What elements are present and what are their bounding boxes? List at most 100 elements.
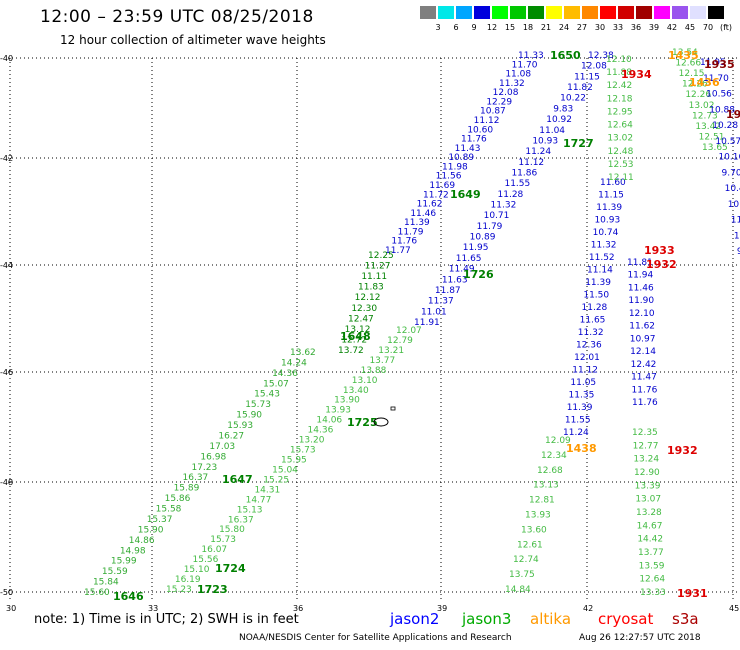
swh-value: 15.23	[166, 585, 192, 595]
swh-value: 10.57	[715, 137, 740, 147]
swh-value: 13.90	[334, 396, 360, 406]
pass-time-label: 1649	[450, 188, 481, 201]
swh-value: 12.11	[608, 173, 634, 183]
swh-value: 11.86	[511, 168, 537, 178]
swh-value: 13.88	[361, 366, 387, 376]
swh-value: 12.08	[581, 62, 607, 72]
swh-value: 10.89	[448, 153, 474, 163]
swh-value: 13.20	[299, 436, 325, 446]
swh-value: 11.32	[499, 79, 525, 89]
swh-value: 11.90	[628, 296, 654, 306]
swh-value: 11.39	[404, 218, 430, 228]
swh-value: 13.28	[636, 508, 662, 518]
swh-value: 14.84	[505, 585, 531, 595]
swh-value: 13.62	[290, 348, 316, 358]
swh-value: 10.74	[593, 228, 619, 238]
swh-value: 14.86	[129, 536, 155, 546]
swh-value: 14.36	[308, 426, 334, 436]
generation-timestamp: Aug 26 12:27:57 UTC 2018	[579, 633, 701, 643]
swh-value: 12.42	[606, 81, 632, 91]
latitude-tick: -40	[0, 54, 13, 63]
swh-value: 16.37	[228, 515, 254, 525]
pass-time-label: 1727	[563, 137, 594, 150]
pass-time-label: 1933	[644, 244, 675, 257]
swh-value: 9.8	[737, 247, 740, 257]
swh-value: 12.47	[348, 314, 374, 324]
swh-value: 12.12	[355, 293, 381, 303]
swh-value: 15.80	[219, 525, 245, 535]
pass-time-label: 1436	[689, 76, 720, 89]
swh-value: 11.88	[606, 68, 632, 78]
swh-value: 12.34	[541, 451, 567, 461]
swh-value: 14.98	[120, 546, 146, 556]
legend-label: 18	[522, 23, 534, 32]
legend-swatch	[438, 6, 454, 19]
swh-value: 15.73	[210, 535, 236, 545]
pass-time-label: 193	[726, 108, 740, 121]
swh-value: 11.62	[629, 322, 655, 332]
swh-value: 15.13	[237, 505, 263, 515]
legend-swatch	[600, 6, 616, 19]
pass-time-label: 1724	[215, 562, 246, 575]
swh-value: 13.12	[345, 325, 371, 335]
swh-value: 11.76	[632, 385, 658, 395]
legend-label: 3	[435, 23, 441, 32]
swh-value: 12.15	[679, 69, 705, 79]
swh-value: 11.46	[628, 283, 654, 293]
pass-time-label: 1647	[222, 473, 253, 486]
swh-value: 11.55	[565, 416, 591, 426]
legend-label: 45	[684, 23, 696, 32]
swh-value: 12.61	[517, 540, 543, 550]
swh-value: 10.87	[480, 107, 506, 117]
swh-value: 14.36	[272, 369, 298, 379]
latitude-tick: -44	[0, 261, 13, 270]
pass-time-label: 1723	[197, 583, 228, 596]
longitude-tick: 39	[437, 604, 447, 613]
legend-swatch	[456, 6, 472, 19]
swh-value: 9.83	[553, 104, 573, 114]
pass-time-label: 1931	[677, 587, 708, 600]
swh-value: 12.08	[493, 88, 519, 98]
legend-label: 36	[630, 23, 642, 32]
swh-value: 13.13	[533, 481, 559, 491]
longitude-tick: 42	[583, 604, 593, 613]
swh-value: 11.32	[491, 201, 517, 211]
swh-value: 15.04	[272, 465, 298, 475]
swh-value: 11.46	[410, 209, 436, 219]
swh-value: 11.24	[525, 147, 551, 157]
longitude-tick: 45	[729, 604, 739, 613]
swh-value: 11.62	[417, 200, 443, 210]
pass-time-label: 1932	[667, 444, 698, 457]
swh-value: 12.81	[529, 496, 555, 506]
swh-value: 11.12	[474, 116, 500, 126]
swh-value: 13.59	[639, 561, 665, 571]
legend-label: 24	[558, 23, 570, 32]
swh-value: 16.07	[201, 545, 227, 555]
swh-value: 11.79	[398, 227, 424, 237]
swh-value: 14.67	[637, 521, 663, 531]
swh-value: 16.27	[218, 431, 244, 441]
swh-value: 11.76	[391, 237, 417, 247]
swh-value: 12.26	[682, 80, 708, 90]
legend-swatch	[492, 6, 508, 19]
pass-time-label: 1725	[347, 416, 378, 429]
swh-value: 9.70	[722, 168, 740, 178]
swh-value: 13.10	[352, 376, 378, 386]
legend-label: 9	[471, 23, 477, 32]
swh-value: 11.33	[518, 51, 544, 61]
legend-label: 12	[486, 23, 498, 32]
swh-value: 11.77	[385, 246, 411, 256]
swh-value: 12.14	[630, 347, 656, 357]
swh-value: 11.07	[731, 216, 740, 226]
swh-value: 15.90	[138, 525, 164, 535]
legend-swatch	[708, 6, 724, 19]
swh-value: 11.79	[477, 222, 503, 232]
swh-value: 12.10	[629, 309, 655, 319]
swh-value: 15.86	[165, 494, 191, 504]
legend-label: 21	[540, 23, 552, 32]
swh-value: 15.89	[174, 484, 200, 494]
swh-value: 10.47	[725, 184, 740, 194]
swh-value: 13.02	[689, 101, 715, 111]
swh-value: 15.60	[84, 588, 110, 598]
swh-value: 13.77	[638, 548, 664, 558]
